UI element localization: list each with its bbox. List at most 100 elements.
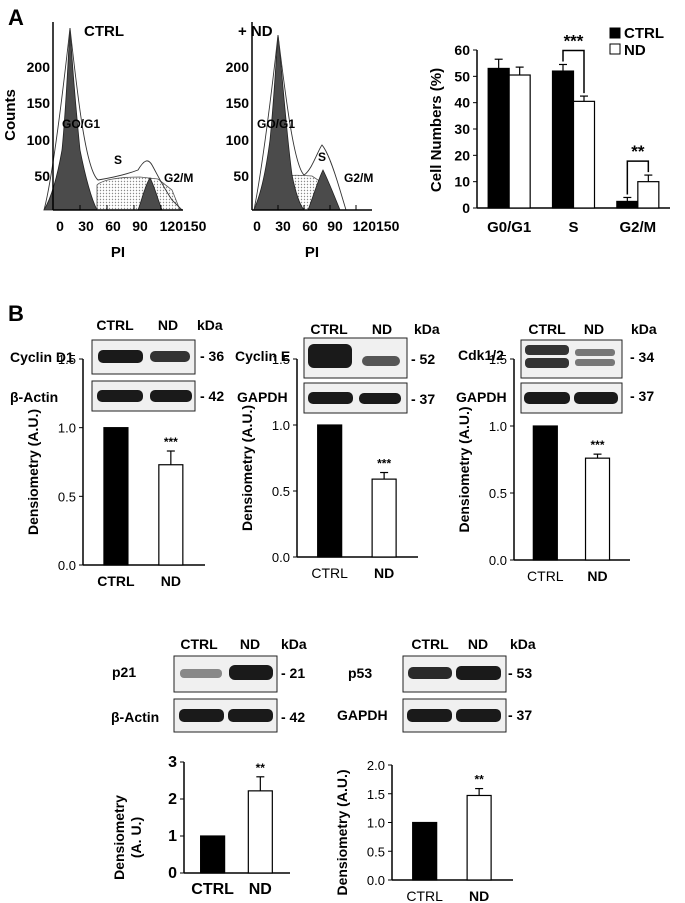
- x-category-label: CTRL: [527, 568, 564, 584]
- x-category-label: CTRL: [406, 888, 443, 903]
- y-tick-label: 0.5: [58, 489, 76, 504]
- y-tick-label: 1.5: [272, 352, 290, 367]
- x-category-label: S: [568, 219, 578, 236]
- blot-band: [150, 390, 192, 402]
- flow-xtick-label: 30: [275, 218, 291, 234]
- flow-ytick-label: 100: [226, 132, 250, 148]
- flow-xtick-label: 90: [327, 218, 343, 234]
- y-tick-label: 40: [454, 95, 470, 111]
- bar-nd: [371, 478, 397, 558]
- blot-mw-label: - 52: [411, 351, 435, 367]
- flow-g2m-peak: [137, 177, 163, 211]
- flow-ytick-label: 50: [34, 168, 50, 184]
- significance-label: ***: [164, 435, 178, 449]
- bar-ctrl: [200, 835, 226, 874]
- blot-band: [575, 359, 615, 366]
- flow-xtick-label: 120150: [160, 218, 207, 234]
- bar-nd: [158, 464, 184, 566]
- flow-xlabel: PI: [111, 244, 125, 261]
- flow-envelope: [43, 27, 183, 211]
- densitometry-chart-p53: 0.0 0.5 1.0 1.5 2.0 CTRL ND ** Densiometry (A.U.…: [334, 758, 513, 903]
- blot-row-label: p53: [348, 665, 372, 681]
- blot-row-label: GAPDH: [237, 389, 288, 405]
- legend: CTRL ND: [609, 25, 664, 59]
- flow-ytick-label: 200: [27, 59, 51, 75]
- x-category-label: ND: [587, 568, 607, 584]
- blot-band: [97, 390, 143, 402]
- bar-nd: [637, 181, 660, 209]
- densitometry-chart-cdk1-2: 0.0 0.5 1.0 1.5 CTRL ND *** Densiometry (A.U.): [456, 352, 630, 584]
- blot-band: [525, 345, 569, 355]
- chart-ylabel: (A. U.): [128, 817, 144, 858]
- flow-ytick-label: 150: [226, 95, 250, 111]
- bar-nd: [247, 790, 273, 874]
- lane-label: ND: [468, 636, 488, 652]
- flow-phase-label: GO/G1: [62, 117, 100, 131]
- blot-band: [308, 392, 353, 404]
- significance-label: **: [474, 773, 484, 787]
- blot-band: [180, 669, 222, 678]
- densitometry-chart-p21: 0 1 2 3 CTRL ND ** Densiometry (A. U.): [111, 754, 290, 898]
- y-tick-label: 2.0: [367, 758, 385, 773]
- bar-nd: [584, 457, 611, 561]
- flow-phase-label: S: [114, 153, 122, 167]
- panel-label-a: A: [8, 5, 24, 30]
- lane-label: CTRL: [96, 317, 134, 333]
- flow-phase-label: GO/G1: [257, 117, 295, 131]
- densitometry-chart-cyclin-e: 0.0 0.5 1.0 1.5 CTRL ND *** Densiometry (A.U.): [239, 352, 418, 581]
- chart-ylabel: Densiometry (A.U.): [25, 409, 41, 535]
- bar-nd: [572, 100, 596, 209]
- flow-xtick-label: 30: [78, 218, 94, 234]
- lane-label: ND: [158, 317, 178, 333]
- y-tick-label: 30: [454, 121, 470, 137]
- y-tick-label: 0.0: [58, 558, 76, 573]
- flow-phase-label: G2/M: [344, 171, 373, 185]
- y-tick-label: 0.0: [489, 553, 507, 568]
- chart-ylabel: Densiometry (A.U.): [239, 405, 255, 531]
- kda-label: kDa: [197, 317, 223, 333]
- flow-ytick-label: 150: [27, 95, 51, 111]
- blot-row-label: Cdk1/2: [458, 347, 504, 363]
- bar-nd: [466, 794, 492, 881]
- bar-ctrl: [551, 70, 575, 209]
- y-tick-label: 3: [168, 754, 177, 771]
- y-tick-label: 10: [454, 174, 470, 190]
- y-tick-label: 0: [168, 865, 177, 882]
- y-tick-label: 50: [454, 68, 470, 84]
- blot-row-label: p21: [112, 664, 136, 680]
- bar-ctrl: [317, 424, 343, 558]
- x-category-label: ND: [161, 573, 181, 589]
- kda-label: kDa: [510, 636, 536, 652]
- y-tick-label: 0: [462, 200, 470, 216]
- y-tick-label: 1.0: [272, 418, 290, 433]
- blot-band: [524, 392, 570, 404]
- flow-ytick-label: 100: [27, 132, 51, 148]
- blot-cdk1-2: CTRL ND kDa Cdk1/2 GAPDH - 34 - 37: [456, 321, 657, 414]
- kda-label: kDa: [281, 636, 307, 652]
- blot-band: [359, 393, 401, 404]
- blot-band: [408, 667, 452, 679]
- lane-label: ND: [584, 321, 604, 337]
- flow-ylabel: Counts: [2, 89, 19, 141]
- bar-ctrl: [487, 67, 510, 209]
- blot-band: [179, 709, 224, 722]
- legend-label-nd: ND: [624, 42, 646, 59]
- y-tick-label: 2: [168, 791, 177, 808]
- blot-band: [456, 709, 501, 722]
- blot-mw-label: - 37: [411, 391, 435, 407]
- flow-histogram-ctrl: Counts CTRL 0 30 60 90 120150 50 100 150…: [2, 22, 207, 261]
- flow-phase-label: S: [318, 150, 326, 164]
- lane-label: ND: [372, 321, 392, 337]
- blot-band: [407, 709, 452, 722]
- blot-mw-label: - 34: [630, 349, 654, 365]
- y-tick-label: 0.0: [272, 550, 290, 565]
- blot-band: [228, 709, 273, 722]
- significance-label: ***: [377, 457, 391, 471]
- blot-row-label: Cyclin D1: [10, 349, 74, 365]
- lane-label: CTRL: [180, 636, 218, 652]
- lane-label: CTRL: [411, 636, 449, 652]
- flow-xtick-label: 120150: [353, 218, 400, 234]
- blot-p53: CTRL ND kDa p53 GAPDH - 53 - 37: [337, 636, 536, 733]
- blot-band: [150, 351, 190, 362]
- flow-histogram-nd: + ND 0 30 60 90 120150 50 100 150 200 PI…: [226, 22, 400, 261]
